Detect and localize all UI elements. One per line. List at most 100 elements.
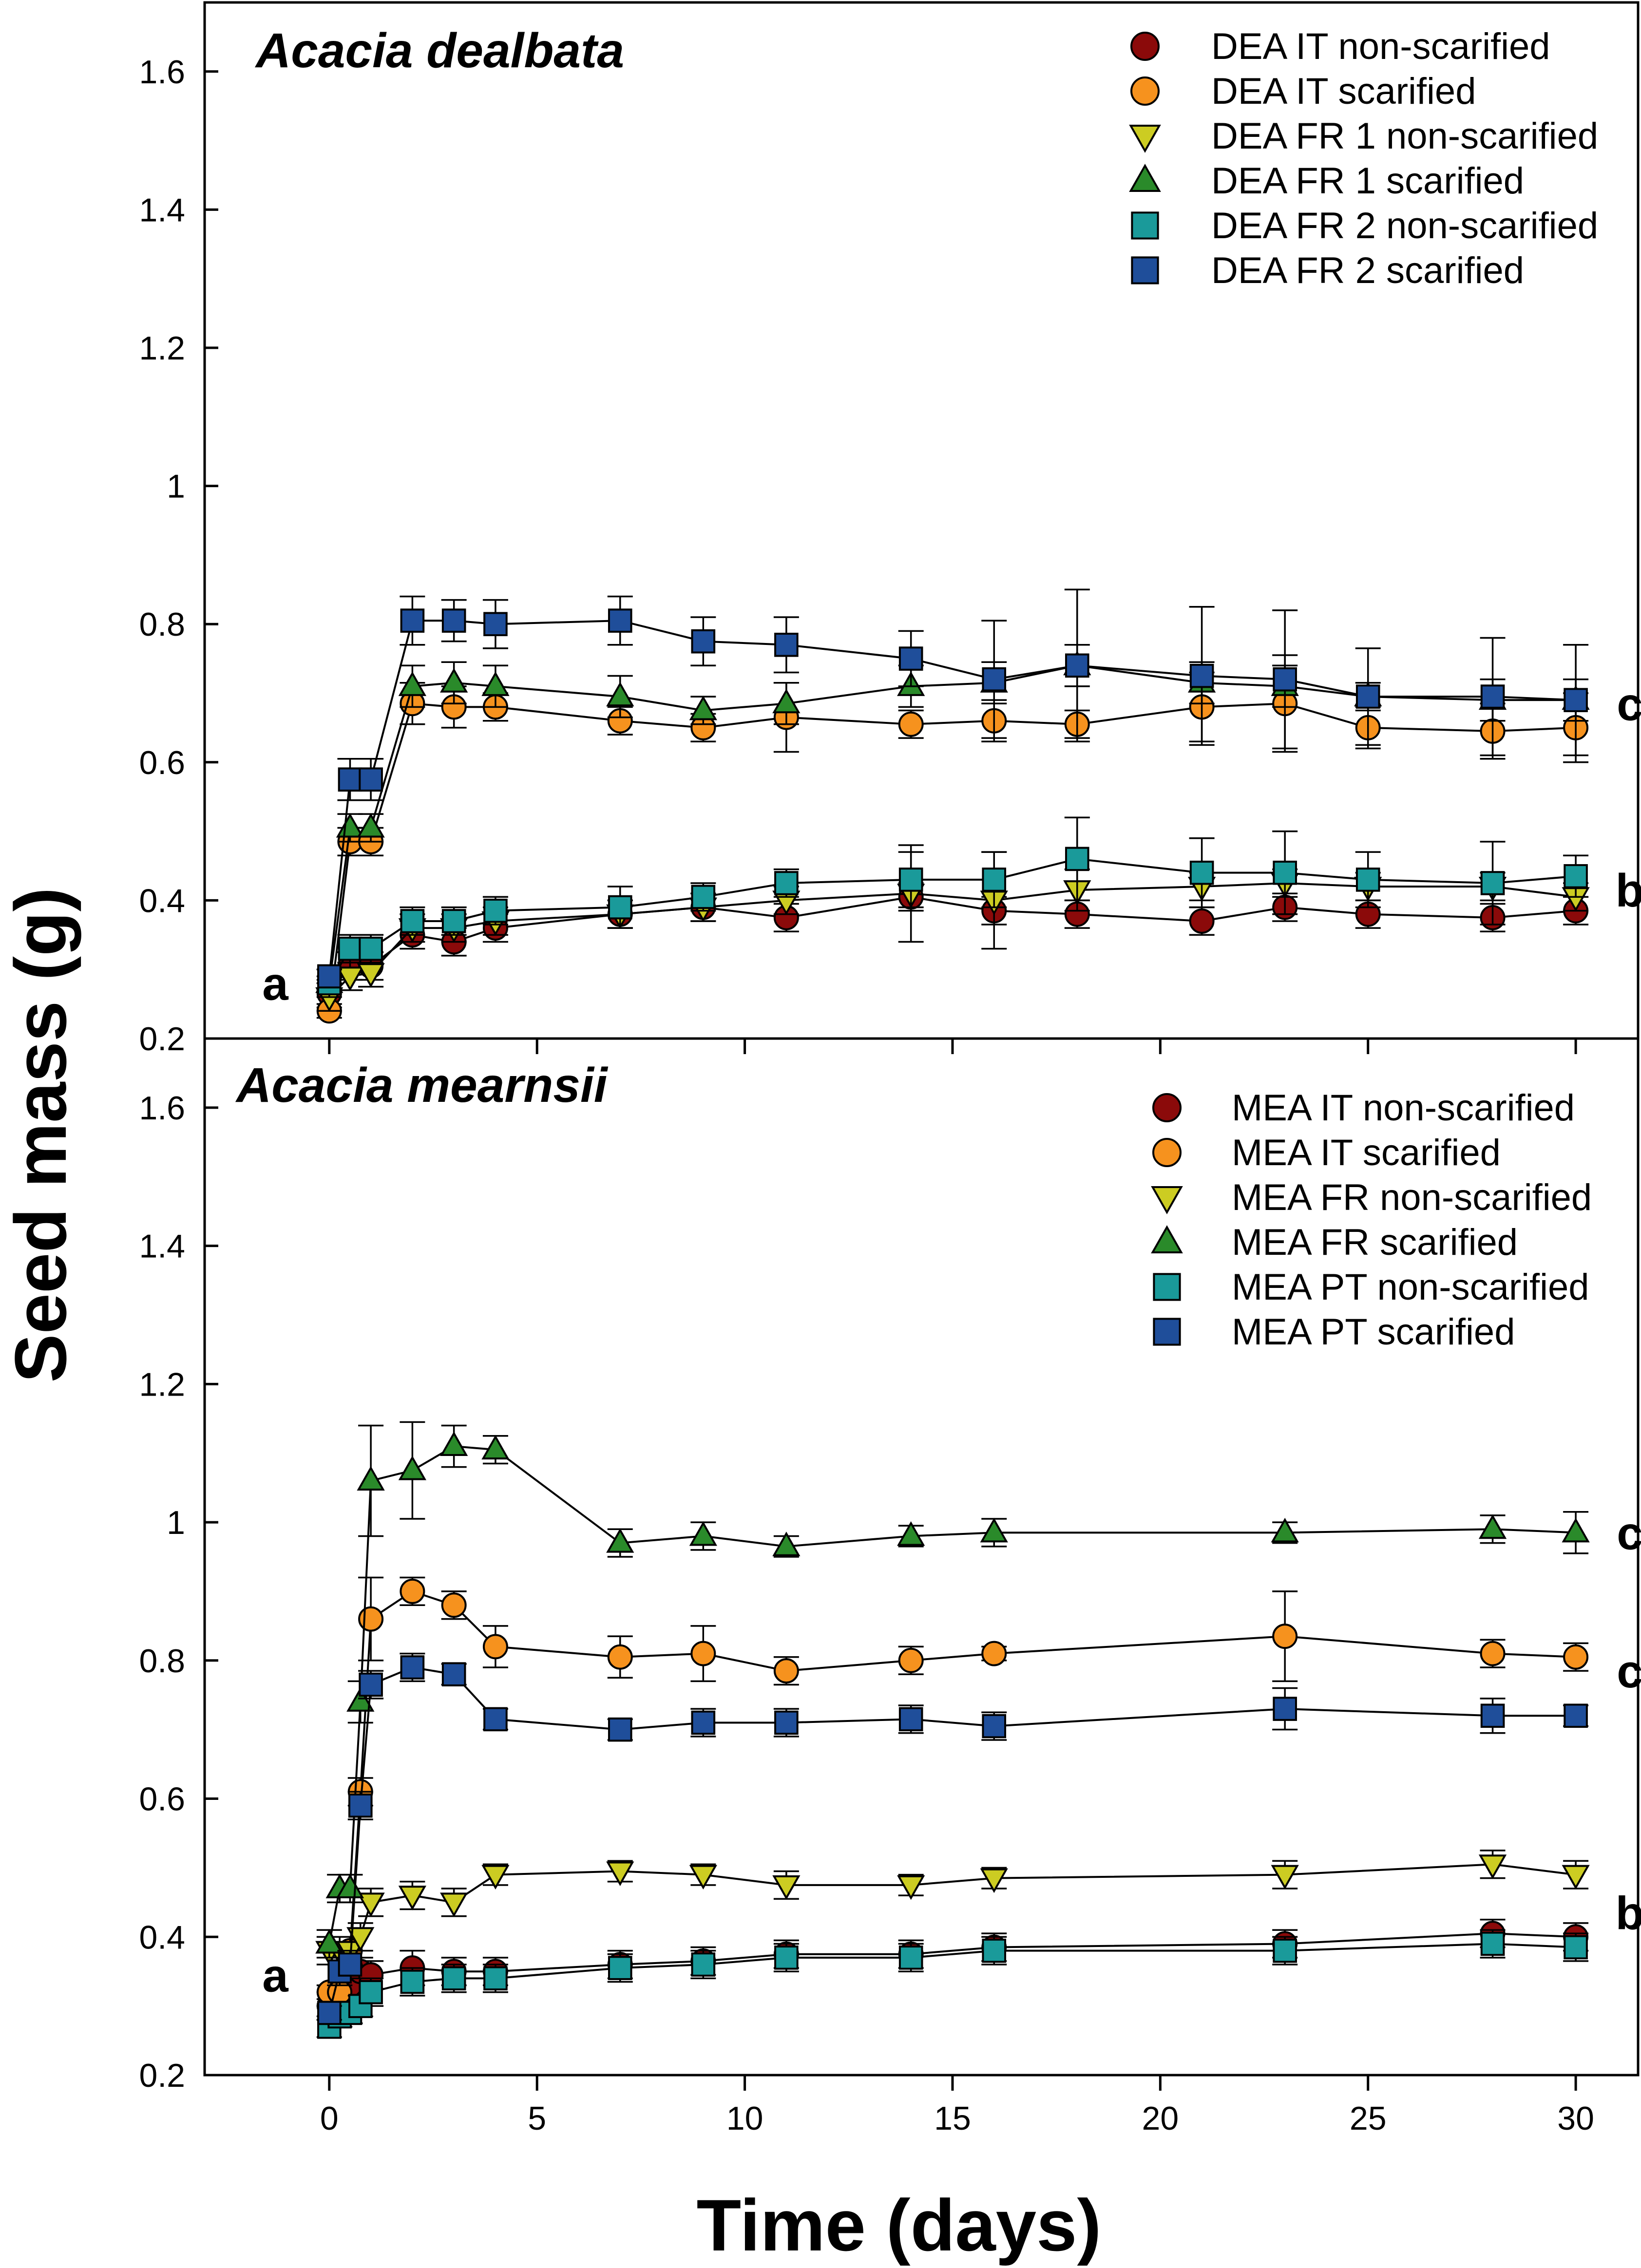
data-point xyxy=(346,1687,375,1712)
y-tick-label: 1.2 xyxy=(139,1366,185,1403)
data-point xyxy=(1480,1641,1506,1666)
data-point xyxy=(1065,847,1089,871)
data-point xyxy=(1564,688,1588,712)
significance-letter: c xyxy=(1617,678,1641,730)
data-point xyxy=(1355,684,1380,709)
data-point xyxy=(898,1946,923,1970)
data-point xyxy=(346,1927,375,1952)
data-point xyxy=(1564,864,1588,888)
data-point xyxy=(774,1946,799,1970)
data-point xyxy=(897,1521,925,1546)
data-point xyxy=(483,898,508,923)
data-point xyxy=(317,2001,342,2025)
data-point xyxy=(691,885,716,909)
y-tick-label: 0.8 xyxy=(139,606,185,643)
data-point xyxy=(398,671,427,696)
data-point xyxy=(400,608,425,633)
data-point xyxy=(1563,1644,1589,1670)
data-point xyxy=(440,1431,468,1456)
data-point xyxy=(1564,1935,1588,1960)
data-point xyxy=(359,1672,383,1697)
data-point xyxy=(980,1517,1008,1543)
significance-letter: b xyxy=(1616,865,1641,917)
series-dealbata-6 xyxy=(316,588,1589,989)
x-tick-label: 5 xyxy=(528,2100,546,2137)
data-point xyxy=(898,1707,923,1732)
y-tick-label: 0.2 xyxy=(139,1021,185,1058)
data-point xyxy=(1478,1514,1507,1539)
data-point xyxy=(1271,1517,1299,1543)
data-point xyxy=(357,963,385,988)
y-tick-label: 1.6 xyxy=(139,1090,185,1127)
data-point xyxy=(774,871,799,895)
y-tick-label: 1.6 xyxy=(139,54,185,91)
data-point xyxy=(481,1865,510,1890)
y-axis-title: Seed mass (g) xyxy=(0,887,81,1382)
y-tick-label: 0.2 xyxy=(139,2057,185,2094)
x-tick-label: 30 xyxy=(1557,2100,1594,2137)
data-point xyxy=(980,1868,1008,1893)
panel-title-dealbata: Acacia dealbata xyxy=(254,23,624,78)
data-point xyxy=(338,936,363,961)
data-point xyxy=(606,1861,634,1886)
data-point xyxy=(773,1658,799,1684)
data-point xyxy=(1480,871,1505,895)
panel-dealbata: 0.2 0.4 0.6 0.8 1 1.2 1.4 1.6 Acacia dealbata a c b… xyxy=(139,1,1641,1058)
y-tick-label: 1.4 xyxy=(139,191,185,228)
data-point xyxy=(400,1969,425,1994)
data-point xyxy=(441,608,466,633)
data-point xyxy=(691,1952,716,1977)
data-point xyxy=(689,695,717,720)
data-point xyxy=(441,1966,466,1991)
legend-label: MEA PT non-scarified xyxy=(1232,1266,1589,1308)
data-point xyxy=(898,646,923,671)
data-point xyxy=(1562,1865,1590,1890)
plot-frame-mearnsii xyxy=(203,1037,1640,2077)
legend-marker xyxy=(1131,256,1159,284)
legend-marker xyxy=(1129,164,1161,192)
data-point xyxy=(358,1606,384,1632)
data-point xyxy=(1273,667,1297,692)
chart-panels: 0.2 0.4 0.6 0.8 1 1.2 1.4 1.6 Acacia dealbata a c b… xyxy=(139,1,1641,2137)
significance-letter: a xyxy=(262,1949,288,2002)
y-tick-label: 0.6 xyxy=(139,1781,185,1818)
legend-label: DEA FR 2 scarified xyxy=(1211,250,1524,291)
data-point xyxy=(398,1886,427,1910)
data-point xyxy=(440,1892,468,1917)
data-point xyxy=(772,1875,801,1900)
legend-label: MEA IT non-scarified xyxy=(1232,1087,1575,1129)
legend-label: DEA IT non-scarified xyxy=(1211,26,1550,67)
data-point xyxy=(315,1929,343,1954)
data-point xyxy=(982,1714,1007,1739)
data-point xyxy=(689,1865,717,1890)
data-point xyxy=(608,1956,632,1980)
data-point xyxy=(400,1655,425,1680)
data-point xyxy=(1478,1854,1507,1879)
data-point xyxy=(1480,1703,1505,1728)
data-point xyxy=(357,813,385,838)
legend-label: DEA IT scarified xyxy=(1211,71,1476,112)
data-point xyxy=(336,966,364,991)
data-point xyxy=(441,1592,467,1618)
data-point xyxy=(1564,1703,1588,1728)
legend-marker xyxy=(1151,1186,1183,1214)
y-tick-label: 0.8 xyxy=(139,1643,185,1680)
data-point xyxy=(608,1717,632,1742)
data-point xyxy=(689,1521,717,1546)
data-point xyxy=(897,1875,925,1900)
data-point xyxy=(981,1641,1007,1666)
y-tick-label: 1 xyxy=(167,468,185,505)
significance-letter: b xyxy=(1616,1888,1641,1940)
data-point xyxy=(774,632,799,657)
legend-label: DEA FR 1 scarified xyxy=(1211,160,1524,202)
data-point xyxy=(772,688,801,714)
series-line xyxy=(328,1666,1576,2013)
data-point xyxy=(483,1707,508,1732)
data-point xyxy=(982,1938,1007,1963)
data-point xyxy=(608,895,632,920)
data-point xyxy=(898,868,923,892)
